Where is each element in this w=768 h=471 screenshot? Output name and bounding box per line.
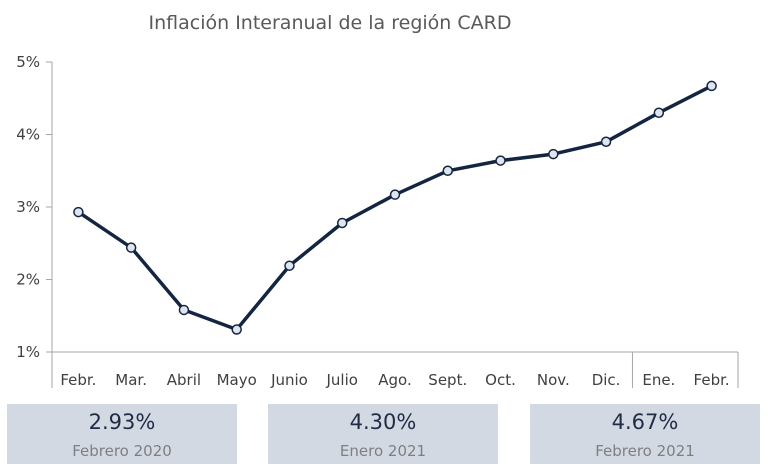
x-tick-label: Mayo	[217, 371, 257, 389]
x-tick-label: Julio	[326, 371, 358, 389]
data-point	[231, 324, 242, 335]
x-tick-label: Abril	[167, 371, 201, 389]
data-point	[284, 260, 295, 271]
y-tick-label: 3%	[16, 198, 40, 216]
data-point	[178, 304, 190, 316]
x-tick-label: Oct.	[485, 371, 516, 389]
x-tick-label: Febr.	[694, 371, 730, 389]
data-point	[73, 206, 84, 218]
y-tick-label: 2%	[16, 271, 40, 289]
x-tick-label: Mar.	[115, 371, 147, 389]
chart-title: Inflación Interanual de la región CARD	[148, 12, 512, 34]
data-point	[600, 136, 612, 147]
x-tick-label: Ene.	[642, 371, 675, 389]
data-point	[389, 189, 401, 200]
data-point	[653, 107, 665, 118]
kpi-label: Febrero 2020	[72, 442, 172, 460]
data-point	[495, 155, 506, 166]
data-point	[125, 242, 137, 253]
kpi-value: 4.30%	[349, 410, 417, 434]
y-tick-label: 5%	[16, 53, 40, 71]
kpi-value: 4.67%	[611, 410, 679, 434]
x-tick-label: Nov.	[537, 371, 570, 389]
y-tick-label: 4%	[16, 126, 40, 144]
data-point	[442, 165, 454, 176]
kpi-card-february-2020: 2.93% Febrero 2020	[7, 404, 237, 464]
x-tick-label: Sept.	[428, 371, 467, 389]
x-tick-label: Febr.	[60, 371, 96, 389]
line-chart: 1% 2% 3% 4% 5% Febr. Mar. Abril Mayo Junio Julio Ag…	[16, 53, 739, 389]
data-point	[336, 217, 348, 229]
series-line	[77, 84, 713, 332]
kpi-label: Febrero 2021	[595, 442, 695, 460]
x-tick-label: Ago.	[378, 371, 411, 389]
data-point	[548, 148, 559, 160]
x-tick-label: Junio	[270, 371, 308, 389]
data-point	[706, 80, 717, 92]
y-tick-label: 1%	[16, 343, 40, 361]
kpi-card-january-2021: 4.30% Enero 2021	[268, 404, 498, 464]
kpi-card-february-2021: 4.67% Febrero 2021	[530, 404, 760, 464]
x-tick-label: Dic.	[592, 371, 621, 389]
kpi-value: 2.93%	[88, 410, 156, 434]
kpi-label: Enero 2021	[339, 442, 427, 460]
